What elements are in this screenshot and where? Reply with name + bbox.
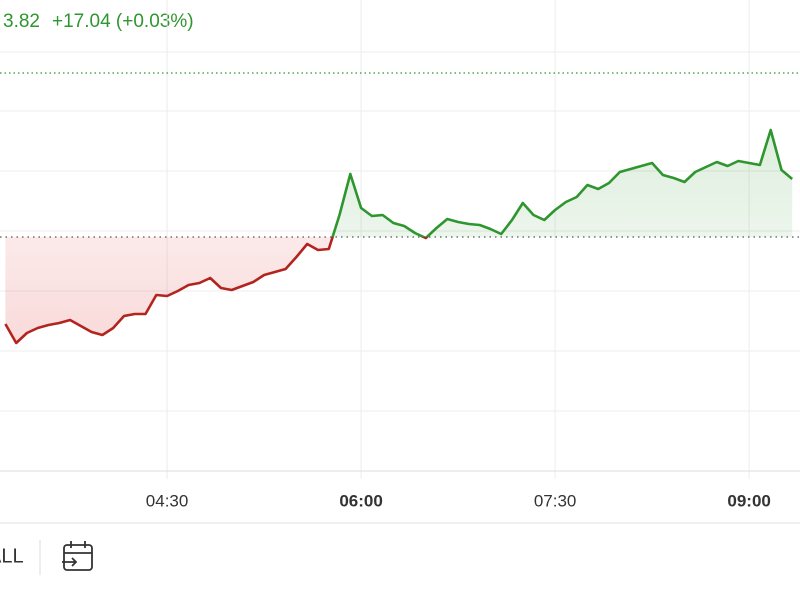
x-tick-label: 04:30: [146, 491, 189, 510]
calendar-icon[interactable]: [62, 541, 93, 571]
x-tick-label: 06:00: [339, 491, 382, 510]
price-line: [331, 128, 794, 237]
area: [5, 237, 793, 343]
price: 3.82: [3, 11, 40, 32]
area: [5, 130, 793, 237]
x-tick-label: 09:00: [727, 491, 770, 510]
price-line: [4, 237, 429, 345]
range-button[interactable]: ALL: [0, 545, 24, 567]
x-tick-label: 07:30: [534, 491, 577, 510]
price-change: +17.04 (+0.03%): [52, 11, 194, 32]
